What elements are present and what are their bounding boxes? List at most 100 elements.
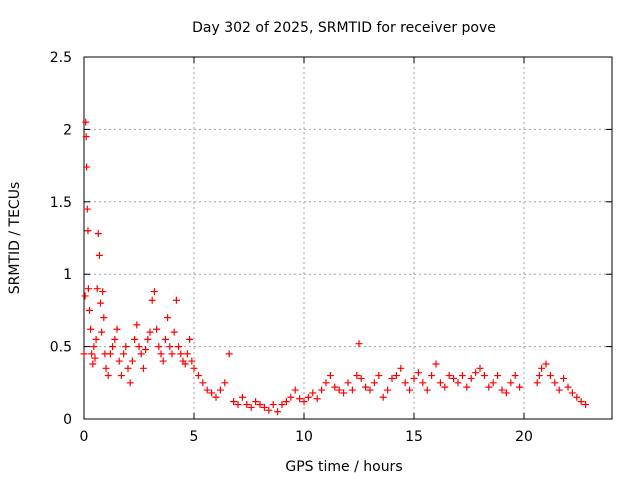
y-axis-label: SRMTID / TECUs xyxy=(7,182,23,295)
data-point xyxy=(120,350,128,358)
data-point xyxy=(166,343,174,351)
data-point xyxy=(265,406,273,414)
data-point xyxy=(133,321,141,329)
data-point xyxy=(117,372,125,380)
data-point xyxy=(555,386,563,394)
data-point xyxy=(144,335,152,343)
data-point xyxy=(83,205,91,213)
data-point xyxy=(507,379,515,387)
data-point xyxy=(335,386,343,394)
y-tick-label: 0 xyxy=(63,412,72,428)
data-point xyxy=(533,379,541,387)
data-point xyxy=(106,350,114,358)
data-point xyxy=(80,350,88,358)
data-point xyxy=(564,383,572,391)
data-point xyxy=(252,398,260,406)
data-point xyxy=(172,296,180,304)
data-point xyxy=(128,357,136,365)
plot-frame xyxy=(83,56,613,420)
data-point xyxy=(502,389,510,397)
data-point xyxy=(177,350,185,358)
data-point xyxy=(454,379,462,387)
data-point xyxy=(168,350,176,358)
data-point xyxy=(498,386,506,394)
data-point xyxy=(573,393,581,401)
data-point xyxy=(216,386,224,394)
data-point xyxy=(234,401,242,409)
data-point xyxy=(93,285,101,293)
data-point xyxy=(99,288,107,296)
data-point xyxy=(494,372,502,380)
data-point xyxy=(463,383,471,391)
data-point xyxy=(331,383,339,391)
data-point xyxy=(344,379,352,387)
data-point xyxy=(384,386,392,394)
data-point xyxy=(458,372,466,380)
data-point xyxy=(485,383,493,391)
data-point xyxy=(175,343,183,351)
x-tick-label: 20 xyxy=(515,429,533,445)
data-point xyxy=(476,364,484,372)
data-point xyxy=(467,374,475,382)
data-point xyxy=(122,343,130,351)
data-point xyxy=(353,372,361,380)
data-point xyxy=(278,401,286,409)
data-point xyxy=(115,357,123,365)
data-point xyxy=(159,357,167,365)
data-point xyxy=(98,328,106,336)
data-point xyxy=(153,325,161,333)
data-point xyxy=(137,350,145,358)
y-tick-label: 1.5 xyxy=(50,195,72,211)
data-point xyxy=(300,398,308,406)
data-point xyxy=(348,386,356,394)
data-point xyxy=(489,379,497,387)
data-point xyxy=(102,364,110,372)
data-point xyxy=(126,379,134,387)
data-point xyxy=(577,398,585,406)
data-point xyxy=(230,398,238,406)
data-point xyxy=(428,372,436,380)
data-point xyxy=(260,403,268,411)
data-point xyxy=(84,285,92,293)
data-point xyxy=(318,386,326,394)
data-point xyxy=(170,328,178,336)
data-point xyxy=(183,350,191,358)
data-point xyxy=(109,343,117,351)
data-point xyxy=(82,118,90,126)
data-point xyxy=(432,360,440,368)
x-tick-label: 5 xyxy=(190,429,199,445)
data-point xyxy=(87,325,95,333)
y-tick-label: 1 xyxy=(63,267,72,283)
data-point xyxy=(113,325,121,333)
data-point xyxy=(199,379,207,387)
x-tick-label: 15 xyxy=(405,429,423,445)
data-point xyxy=(111,335,119,343)
data-point xyxy=(304,393,312,401)
data-point xyxy=(414,369,422,377)
data-point xyxy=(82,133,90,141)
data-point xyxy=(221,379,229,387)
data-point xyxy=(256,401,264,409)
data-point xyxy=(406,386,414,394)
data-points xyxy=(80,118,590,416)
data-point xyxy=(164,314,172,322)
data-point xyxy=(450,374,458,382)
data-point xyxy=(89,360,97,368)
x-axis: 0 5 10 15 20 xyxy=(80,57,533,445)
data-point xyxy=(401,379,409,387)
data-point xyxy=(203,386,211,394)
data-point xyxy=(362,383,370,391)
data-point xyxy=(551,379,559,387)
data-point xyxy=(538,364,546,372)
data-point xyxy=(419,379,427,387)
data-point xyxy=(247,403,255,411)
data-point xyxy=(186,335,194,343)
data-point xyxy=(243,401,251,409)
data-point xyxy=(546,372,554,380)
data-point xyxy=(148,296,156,304)
data-point xyxy=(282,398,290,406)
data-point xyxy=(375,372,383,380)
data-point xyxy=(97,299,104,307)
data-point xyxy=(441,383,449,391)
